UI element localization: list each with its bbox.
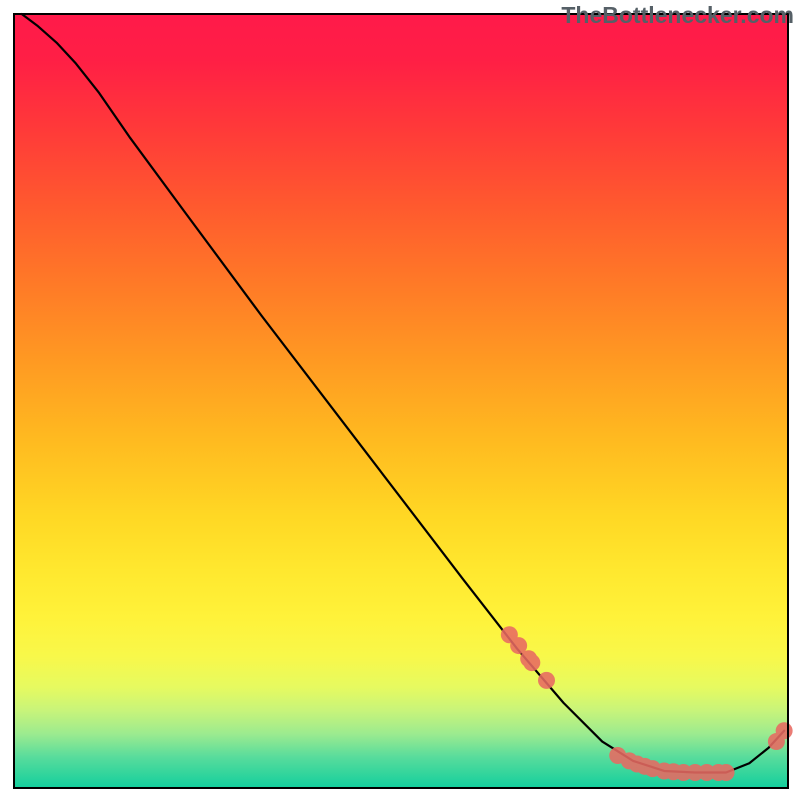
bottleneck-chart: TheBottlenecker.com (0, 0, 800, 800)
marker-dot (718, 764, 735, 781)
marker-dot (776, 722, 793, 739)
chart-background (14, 14, 788, 788)
marker-dot (538, 672, 555, 689)
chart-svg (0, 0, 800, 800)
marker-dot (523, 654, 540, 671)
